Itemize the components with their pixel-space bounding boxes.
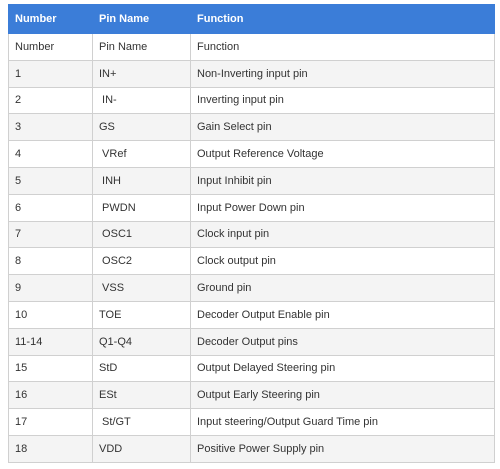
table-cell: 18 xyxy=(8,434,93,463)
table-cell: 10 xyxy=(8,300,93,329)
table-cell: 17 xyxy=(8,408,93,436)
table-cell: IN+ xyxy=(92,59,191,88)
table-row: 17 St/GT Input steering/Output Guard Time… xyxy=(8,408,495,436)
table-cell: VSS xyxy=(92,274,191,302)
table-row: 6 PWDN Input Power Down pin xyxy=(8,193,495,222)
table-cell: Q1-Q4 xyxy=(92,327,191,356)
table-cell: 15 xyxy=(8,354,93,383)
header-cell: Pin Name xyxy=(92,4,191,34)
table-cell: St/GT xyxy=(92,408,191,436)
header-cell: Number xyxy=(8,4,93,34)
table-cell: Gain Select pin xyxy=(190,113,495,142)
table-cell: Clock output pin xyxy=(190,247,495,276)
table-cell: 9 xyxy=(8,274,93,302)
table-cell: Input Inhibit pin xyxy=(190,166,495,195)
table-cell: Ground pin xyxy=(190,274,495,302)
table-cell: 3 xyxy=(8,113,93,142)
table-cell: Output Reference Voltage xyxy=(190,140,495,168)
table-cell: VRef xyxy=(92,140,191,168)
table-cell: StD xyxy=(92,354,191,383)
table-cell: 5 xyxy=(8,166,93,195)
table-cell: ESt xyxy=(92,381,191,410)
table-row: 8 OSC2 Clock output pin xyxy=(8,247,495,276)
table-cell: 4 xyxy=(8,140,93,168)
table-row: 9 VSS Ground pin xyxy=(8,274,495,302)
table-cell: Output Early Steering pin xyxy=(190,381,495,410)
table-cell: Number xyxy=(8,33,93,61)
table-row: 18 VDD Positive Power Supply pin xyxy=(8,434,495,463)
table-row: 5 INH Input Inhibit pin xyxy=(8,166,495,195)
table-cell: Pin Name xyxy=(92,33,191,61)
table-cell: 8 xyxy=(8,247,93,276)
table-row: 15 StD Output Delayed Steering pin xyxy=(8,354,495,383)
table-cell: 11-14 xyxy=(8,327,93,356)
table-cell: 2 xyxy=(8,86,93,115)
table-cell: Function xyxy=(190,33,495,61)
table-cell: Positive Power Supply pin xyxy=(190,434,495,463)
table-cell: IN- xyxy=(92,86,191,115)
table-cell: Input steering/Output Guard Time pin xyxy=(190,408,495,436)
header-row: Number Pin Name Function xyxy=(8,4,495,34)
table-row: 11-14 Q1-Q4 Decoder Output pins xyxy=(8,327,495,356)
table-row: 1 IN+ Non-Inverting input pin xyxy=(8,59,495,88)
table-cell: OSC1 xyxy=(92,220,191,249)
table-row: 2 IN- Inverting input pin xyxy=(8,86,495,115)
table-cell: Decoder Output pins xyxy=(190,327,495,356)
table-row: 16 ESt Output Early Steering pin xyxy=(8,381,495,410)
table-row: 10 TOE Decoder Output Enable pin xyxy=(8,300,495,329)
table-cell: Inverting input pin xyxy=(190,86,495,115)
table-row: 4 VRef Output Reference Voltage xyxy=(8,140,495,168)
table-cell: VDD xyxy=(92,434,191,463)
table-cell: Output Delayed Steering pin xyxy=(190,354,495,383)
table-row: 3 GS Gain Select pin xyxy=(8,113,495,142)
table-cell: 16 xyxy=(8,381,93,410)
pin-table: Number Pin Name Function Number Pin Name Fun… xyxy=(8,4,495,463)
table-cell: INH xyxy=(92,166,191,195)
table-cell: 7 xyxy=(8,220,93,249)
table-body: Number Pin Name Function 1 IN+ Non-Inverting … xyxy=(8,33,495,463)
table-cell: Decoder Output Enable pin xyxy=(190,300,495,329)
table-cell: TOE xyxy=(92,300,191,329)
header-cell: Function xyxy=(190,4,495,34)
table-cell: 1 xyxy=(8,59,93,88)
table-cell: 6 xyxy=(8,193,93,222)
table-cell: GS xyxy=(92,113,191,142)
table-cell: Input Power Down pin xyxy=(190,193,495,222)
table-header: Number Pin Name Function xyxy=(8,4,495,34)
table-cell: PWDN xyxy=(92,193,191,222)
table-cell: Non-Inverting input pin xyxy=(190,59,495,88)
table-cell: OSC2 xyxy=(92,247,191,276)
table-row: Number Pin Name Function xyxy=(8,33,495,61)
table-cell: Clock input pin xyxy=(190,220,495,249)
table-row: 7 OSC1 Clock input pin xyxy=(8,220,495,249)
